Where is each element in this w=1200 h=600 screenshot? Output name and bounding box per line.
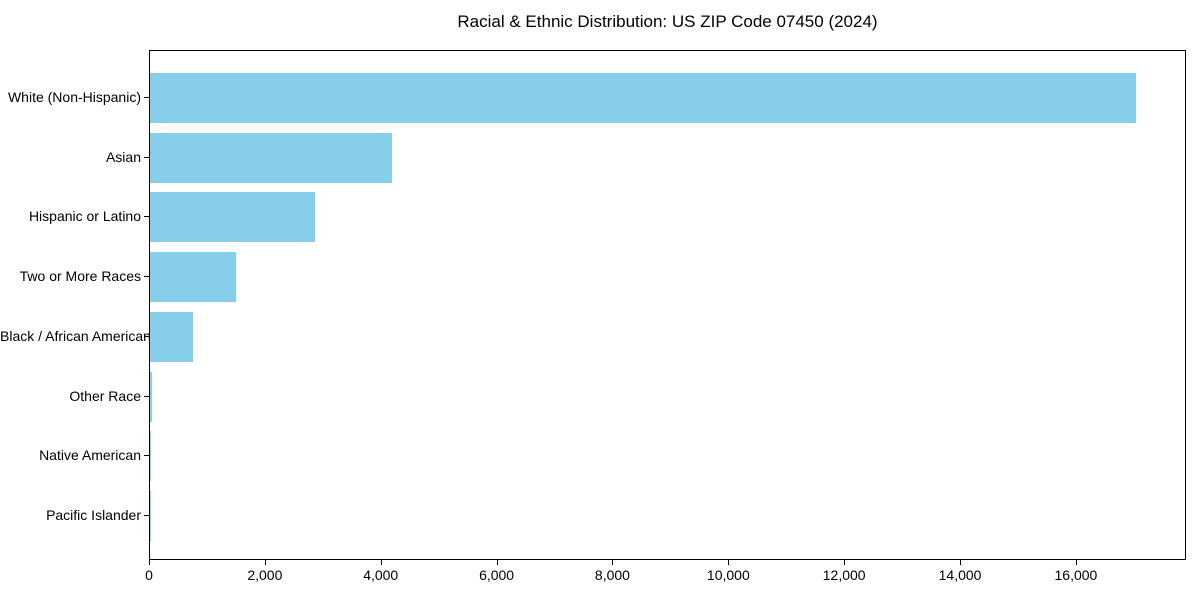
x-tick-mark — [844, 560, 846, 565]
x-tick-mark — [496, 560, 498, 565]
x-tick-mark — [1075, 560, 1077, 565]
y-tick-mark — [144, 335, 149, 337]
y-tick-label-asian: Asian — [105, 148, 141, 165]
y-tick-label-other-race: Other Race — [69, 387, 141, 404]
x-tick-label: 10,000 — [706, 567, 750, 583]
y-tick-mark — [144, 216, 149, 218]
bar-asian — [150, 132, 392, 183]
y-tick-label-hispanic-or-latino: Hispanic or Latino — [28, 208, 141, 225]
x-tick-label: 4,000 — [363, 567, 399, 583]
chart-title: Racial & Ethnic Distribution: US ZIP Cod… — [457, 12, 878, 31]
x-tick-label: 8,000 — [594, 567, 630, 583]
x-tick-label: 2,000 — [247, 567, 283, 583]
y-tick-label-white-non-hispanic: White (Non-Hispanic) — [7, 89, 141, 105]
x-tick-label: 12,000 — [822, 567, 866, 583]
x-tick-mark — [380, 560, 382, 565]
y-tick-label-two-or-more-races: Two or More Races — [19, 268, 141, 285]
bar-hispanic-or-latino — [150, 192, 315, 243]
x-tick-mark — [728, 560, 730, 565]
bar-two-or-more-races — [150, 252, 236, 303]
x-tick-mark — [960, 560, 962, 565]
y-tick-label-black-african-american: Black / African American — [0, 327, 151, 344]
plot-area — [149, 50, 1186, 560]
x-tick-mark — [264, 560, 266, 565]
y-tick-mark — [144, 276, 149, 278]
y-tick-label-pacific-islander: Pacific Islander — [46, 507, 141, 523]
bar-black-african-american — [150, 311, 193, 362]
x-tick-label: 0 — [145, 567, 153, 583]
bar-other-race — [150, 371, 152, 422]
y-tick-label-native-american: Native American — [39, 447, 141, 464]
x-tick-mark — [612, 560, 614, 565]
bar-native-american — [150, 431, 151, 482]
x-tick-label: 6,000 — [479, 567, 515, 583]
bar-white-non-hispanic — [150, 73, 1136, 123]
y-tick-mark — [144, 455, 149, 457]
y-tick-mark — [144, 515, 149, 516]
y-tick-mark — [144, 97, 149, 98]
x-tick-mark — [149, 560, 150, 565]
y-tick-mark — [144, 156, 149, 158]
x-tick-label: 14,000 — [938, 567, 982, 583]
x-tick-label: 16,000 — [1054, 567, 1098, 583]
y-tick-mark — [144, 395, 149, 397]
